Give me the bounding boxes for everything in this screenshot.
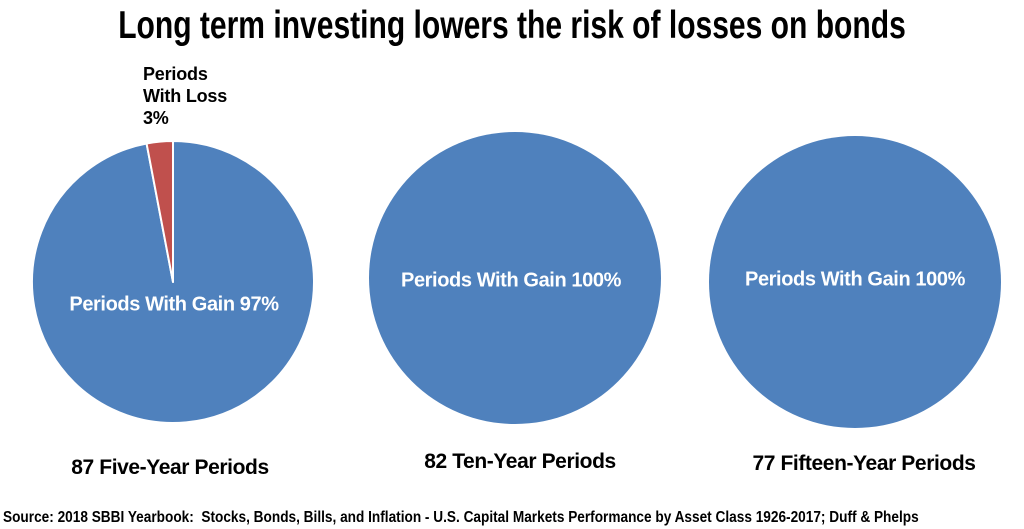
loss-slice-annotation: Periods With Loss 3% xyxy=(143,64,228,128)
pie-caption-ten-year: 82 Ten-Year Periods xyxy=(424,450,616,473)
pie-slice-loss xyxy=(145,141,174,283)
source-attribution: Source: 2018 SBBI Yearbook: Stocks, Bond… xyxy=(3,509,919,526)
pie-chart-five-year xyxy=(32,141,314,423)
pie-gain-label: Periods With Gain 100% xyxy=(401,269,621,292)
pie-caption-fifteen-year: 77 Fifteen-Year Periods xyxy=(752,452,976,475)
pie-gain-label: Periods With Gain 100% xyxy=(745,268,965,291)
pie-chart-ten-year xyxy=(369,132,661,424)
pie-chart-fifteen-year xyxy=(709,136,1001,428)
pie-caption-five-year: 87 Five-Year Periods xyxy=(71,456,269,479)
pie-gain-label: Periods With Gain 97% xyxy=(69,293,279,316)
chart-title: Long term investing lowers the risk of l… xyxy=(118,4,906,47)
